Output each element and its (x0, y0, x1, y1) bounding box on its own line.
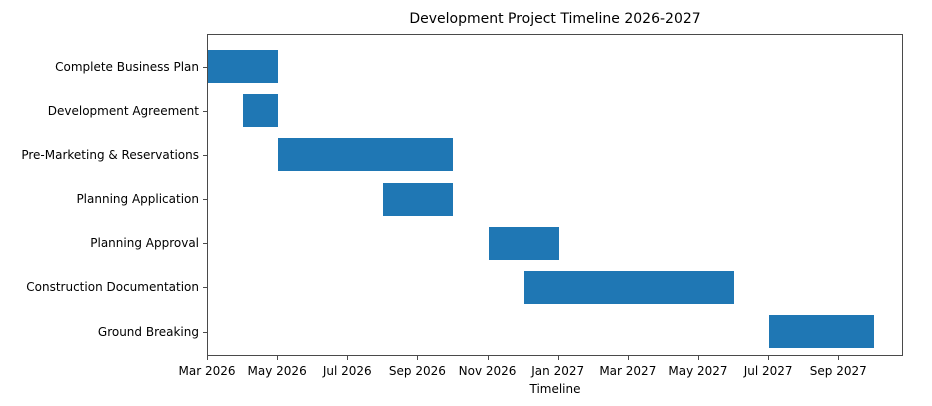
x-tick-label: Sep 2027 (809, 364, 867, 378)
x-tick-label: May 2027 (668, 364, 728, 378)
x-tick-mark (627, 356, 629, 360)
y-tick-label: Planning Approval (90, 236, 199, 251)
gantt-task-bar (383, 182, 454, 216)
gantt-task-bar (208, 50, 279, 84)
gantt-task-bar (769, 315, 875, 348)
y-tick-mark (203, 199, 207, 201)
y-tick-label: Planning Application (76, 192, 199, 207)
x-tick-mark (557, 356, 559, 360)
x-tick-mark (417, 356, 419, 360)
x-tick-mark (838, 356, 840, 360)
x-tick-mark (697, 356, 699, 360)
x-tick-mark (487, 356, 489, 360)
y-tick-label: Complete Business Plan (55, 59, 199, 74)
x-tick-label: Jul 2026 (322, 364, 372, 378)
y-tick-mark (203, 154, 207, 156)
y-tick-mark (203, 287, 207, 289)
chart-title: Development Project Timeline 2026-2027 (409, 11, 701, 27)
x-tick-mark (277, 356, 279, 360)
y-tick-label: Pre-Marketing & Reservations (21, 147, 199, 162)
y-tick-mark (203, 66, 207, 68)
y-tick-mark (203, 110, 207, 112)
x-tick-label: Jan 2027 (531, 364, 585, 378)
y-tick-label: Construction Documentation (26, 280, 199, 295)
x-tick-label: Sep 2026 (388, 364, 446, 378)
gantt-task-bar (488, 226, 559, 260)
y-tick-label: Development Agreement (47, 103, 199, 118)
x-tick-label: Mar 2026 (178, 364, 236, 378)
x-tick-label: Mar 2027 (599, 364, 657, 378)
gantt-task-bar (278, 138, 454, 172)
x-tick-label: Nov 2026 (458, 364, 517, 378)
x-axis-label: Timeline (529, 382, 581, 396)
plot-area (207, 34, 903, 356)
y-tick-label: Ground Breaking (97, 324, 199, 339)
y-tick-mark (203, 243, 207, 245)
x-tick-label: May 2026 (247, 364, 307, 378)
x-tick-mark (768, 356, 770, 360)
gantt-task-bar (243, 94, 279, 128)
gantt-task-bar (523, 270, 735, 304)
y-tick-mark (203, 331, 207, 333)
x-tick-label: Jul 2027 (743, 364, 793, 378)
x-tick-mark (207, 356, 208, 360)
x-tick-mark (347, 356, 349, 360)
